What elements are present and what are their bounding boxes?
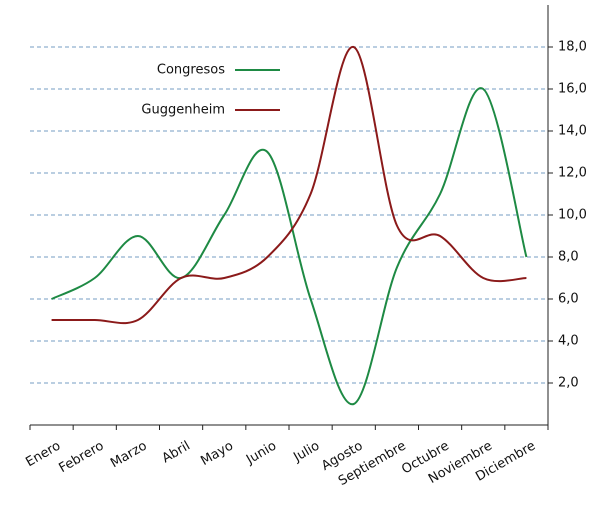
x-tick-label: Marzo (108, 438, 150, 471)
y-tick-label: 6,0 (558, 292, 579, 307)
x-tick-label: Abril (160, 439, 193, 467)
legend-label: Guggenheim (141, 103, 225, 118)
y-tick-label: 16,0 (558, 82, 587, 97)
x-tick-label: Febrero (56, 438, 106, 476)
x-tick-label: Mayo (198, 438, 236, 468)
series-line (51, 87, 528, 406)
y-tick-label: 12,0 (558, 166, 587, 181)
series-line (51, 46, 527, 325)
x-tick-label: Julio (290, 438, 322, 465)
y-tick-label: 14,0 (558, 124, 587, 139)
y-tick-label: 18,0 (558, 40, 587, 55)
y-tick-label: 4,0 (558, 334, 579, 349)
y-tick-label: 2,0 (558, 376, 579, 391)
legend-label: Congresos (157, 63, 225, 78)
y-tick-label: 8,0 (558, 250, 579, 265)
y-tick-label: 10,0 (558, 208, 587, 223)
x-tick-label: Junio (243, 438, 279, 467)
